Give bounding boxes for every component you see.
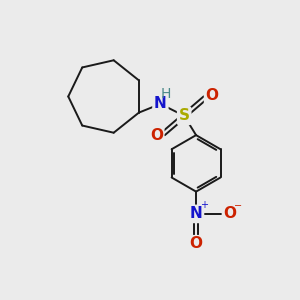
Text: −: − <box>234 201 242 211</box>
Text: H: H <box>160 87 171 101</box>
Text: N: N <box>154 96 167 111</box>
Text: N: N <box>190 206 202 221</box>
Text: O: O <box>223 206 236 221</box>
Text: O: O <box>150 128 163 143</box>
Text: O: O <box>205 88 218 104</box>
Text: O: O <box>190 236 202 251</box>
Text: +: + <box>200 200 208 210</box>
Text: S: S <box>179 108 190 123</box>
